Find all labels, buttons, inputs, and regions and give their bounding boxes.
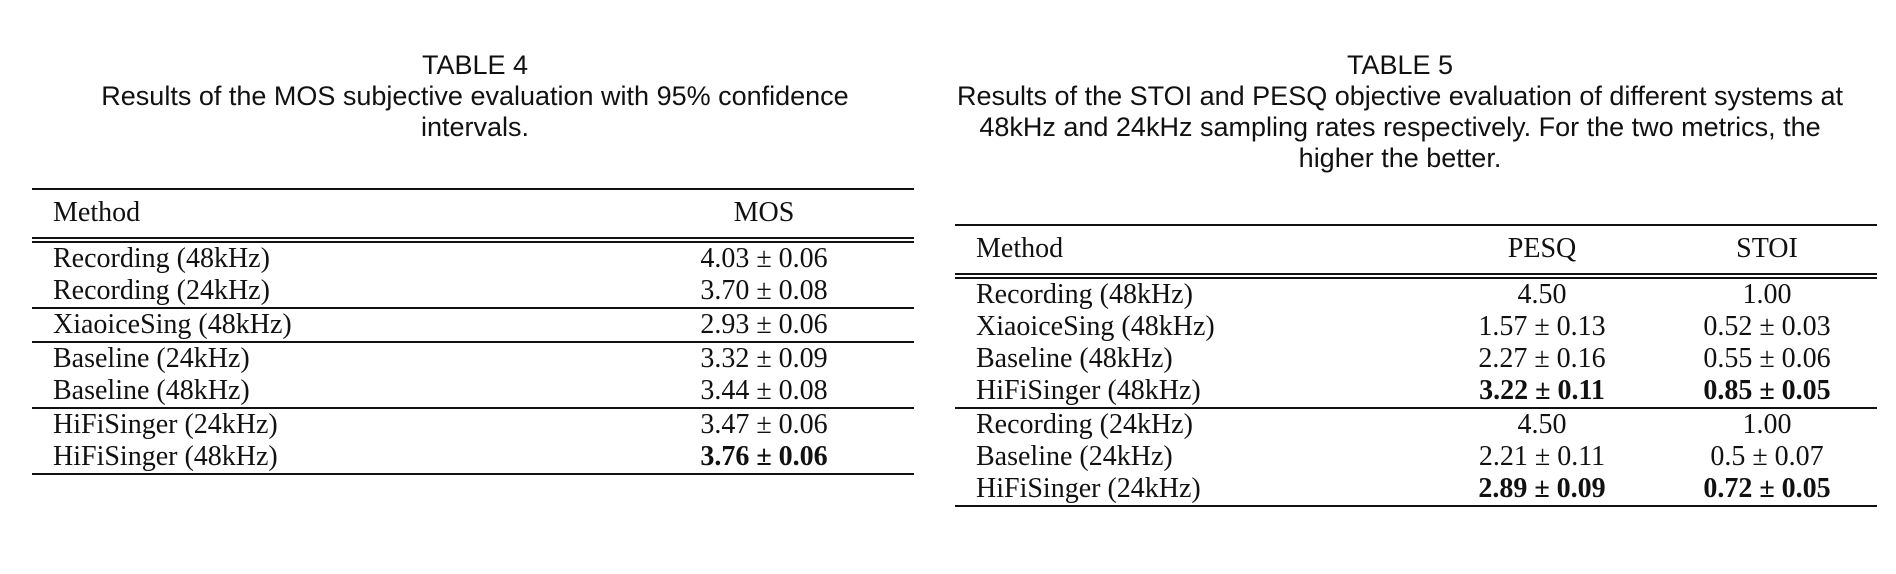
table-4-mos-cell: 4.03 ± 0.06: [700, 243, 828, 274]
table-5-stoi-cell: 0.52 ± 0.03: [1703, 311, 1831, 342]
best-value: 2.89 ± 0.09: [1478, 473, 1606, 504]
table-4-method-cell: Recording (24kHz): [53, 275, 270, 306]
table-row: Baseline (24kHz) 3.32 ± 0.09: [32, 342, 914, 375]
table-5-stoi-cell: 0.85 ± 0.05: [1657, 375, 1877, 408]
table-4-description: Results of the MOS subjective evaluation…: [101, 81, 849, 142]
table-4-mos-cell: 2.93 ± 0.06: [700, 309, 828, 340]
table-4-mos-cell: 3.32 ± 0.09: [700, 343, 828, 374]
table-5-label: TABLE 5: [1346, 50, 1454, 80]
table-4-method-cell: XiaoiceSing (48kHz): [53, 309, 292, 340]
table-4-header-method: Method: [53, 197, 141, 228]
table-row: HiFiSinger (24kHz) 3.47 ± 0.06: [32, 408, 914, 441]
table-5-method-cell: Baseline (48kHz): [976, 343, 1173, 374]
table-4-mos-cell: 3.70 ± 0.08: [700, 275, 828, 306]
table-5-stoi-cell: 1.00: [1742, 279, 1792, 310]
table-4-method-cell: Baseline (24kHz): [53, 343, 250, 374]
table-row: XiaoiceSing (48kHz) 1.57 ± 0.13 0.52 ± 0…: [955, 311, 1877, 343]
table-5-method-cell: Baseline (24kHz): [976, 441, 1173, 472]
best-value: 0.85 ± 0.05: [1703, 375, 1831, 406]
table-row: XiaoiceSing (48kHz) 2.93 ± 0.06: [32, 308, 914, 342]
table-4-method-cell: HiFiSinger (48kHz): [53, 441, 278, 472]
table-5-pesq-cell: 2.27 ± 0.16: [1478, 343, 1606, 374]
table-4-method-cell: Recording (48kHz): [53, 243, 270, 274]
table-5-header-row: Method PESQ STOI: [955, 225, 1877, 276]
table-4-caption: TABLE 4 Results of the MOS subjective ev…: [30, 50, 920, 143]
table-row: HiFiSinger (48kHz) 3.76 ± 0.06: [32, 441, 914, 474]
table-row: Baseline (24kHz) 2.21 ± 0.11 0.5 ± 0.07: [955, 441, 1877, 473]
table-5-method-cell: HiFiSinger (48kHz): [976, 375, 1201, 406]
table-4: Method MOS Recording (48kHz) 4.03 ± 0.06…: [32, 188, 914, 475]
table-5-pesq-cell: 4.50: [1517, 279, 1567, 310]
table-row: Recording (48kHz) 4.50 1.00: [955, 276, 1877, 311]
best-value: 3.22 ± 0.11: [1479, 375, 1605, 406]
table-5-method-cell: HiFiSinger (24kHz): [976, 473, 1201, 504]
table-5-method-cell: XiaoiceSing (48kHz): [976, 311, 1215, 342]
table-5-caption: TABLE 5 Results of the STOI and PESQ obj…: [950, 50, 1850, 174]
table-5-method-cell: Recording (24kHz): [976, 409, 1193, 440]
table-row: Recording (24kHz) 4.50 1.00: [955, 408, 1877, 441]
table-5-stoi-cell: 0.55 ± 0.06: [1703, 343, 1831, 374]
table-row: Recording (48kHz) 4.03 ± 0.06: [32, 240, 914, 275]
table-5-pesq-cell: 1.57 ± 0.13: [1478, 311, 1606, 342]
table-5-stoi-cell: 0.72 ± 0.05: [1657, 473, 1877, 506]
table-4-mos-cell: 3.47 ± 0.06: [700, 409, 828, 440]
table-4-method-cell: Baseline (48kHz): [53, 375, 250, 406]
table-5-description: Results of the STOI and PESQ objective e…: [957, 81, 1843, 173]
table-5: Method PESQ STOI Recording (48kHz) 4.50 …: [955, 224, 1877, 507]
table-row: HiFiSinger (24kHz) 2.89 ± 0.09 0.72 ± 0.…: [955, 473, 1877, 506]
table-5-stoi-cell: 0.5 ± 0.07: [1710, 441, 1824, 472]
table-4-method-cell: HiFiSinger (24kHz): [53, 409, 278, 440]
table-5-stoi-cell: 1.00: [1742, 409, 1792, 440]
table-row: Baseline (48kHz) 3.44 ± 0.08: [32, 375, 914, 408]
table-row: HiFiSinger (48kHz) 3.22 ± 0.11 0.85 ± 0.…: [955, 375, 1877, 408]
table-4-mos-cell: 3.76 ± 0.06: [614, 441, 914, 474]
table-row: Recording (24kHz) 3.70 ± 0.08: [32, 275, 914, 308]
table-5-pesq-cell: 2.21 ± 0.11: [1478, 441, 1606, 472]
table-5-pesq-cell: 3.22 ± 0.11: [1427, 375, 1657, 408]
table-4-header-mos: MOS: [733, 197, 795, 228]
table-5-pesq-cell: 2.89 ± 0.09: [1427, 473, 1657, 506]
table-4-mos-cell: 3.44 ± 0.08: [700, 375, 828, 406]
table-5-method-cell: Recording (48kHz): [976, 279, 1193, 310]
table-5-header-stoi: STOI: [1736, 233, 1798, 264]
table-4-label: TABLE 4: [421, 50, 529, 80]
table-row: Baseline (48kHz) 2.27 ± 0.16 0.55 ± 0.06: [955, 343, 1877, 375]
table-4-header-row: Method MOS: [32, 189, 914, 240]
best-value: 0.72 ± 0.05: [1703, 473, 1831, 504]
table-5-header-method: Method: [976, 233, 1064, 264]
table-5-header-pesq: PESQ: [1507, 233, 1577, 264]
table-5-pesq-cell: 4.50: [1517, 409, 1567, 440]
best-value: 3.76 ± 0.06: [700, 441, 828, 472]
